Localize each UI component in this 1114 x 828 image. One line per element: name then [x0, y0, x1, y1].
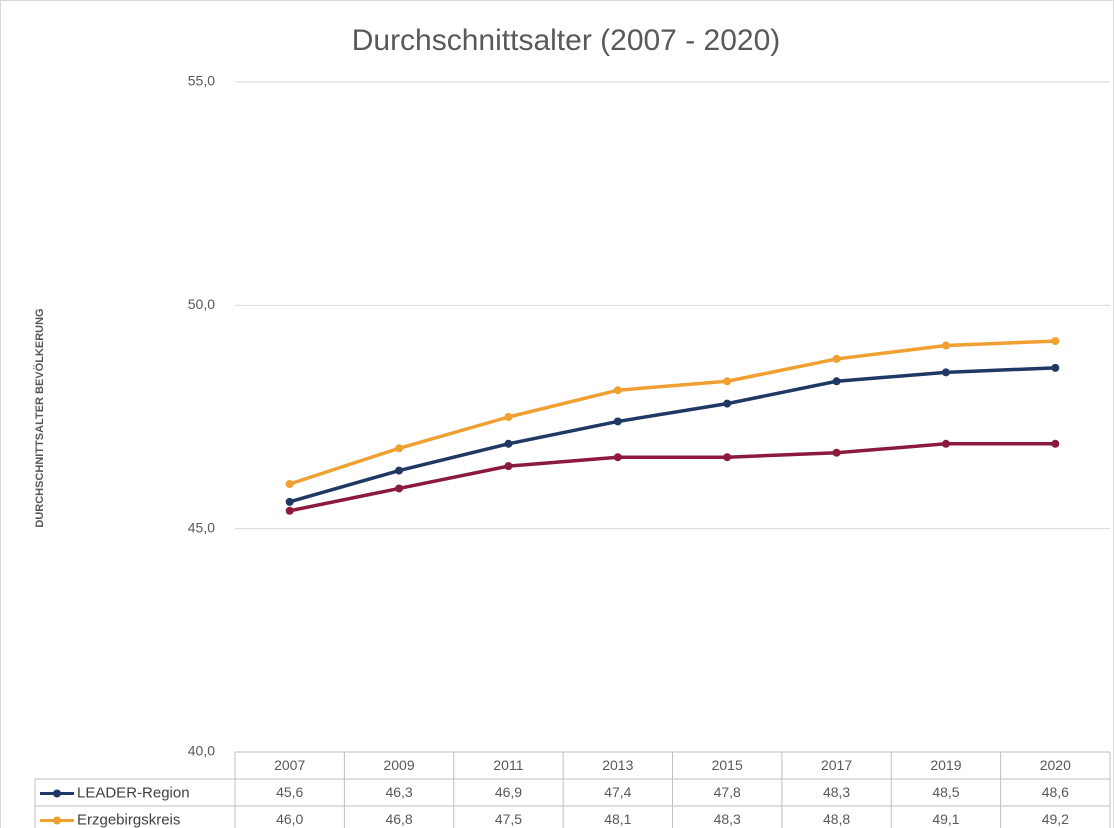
- x-tick-label: 2020: [1040, 757, 1071, 773]
- series-marker: [723, 377, 732, 386]
- series-marker: [395, 466, 404, 475]
- series-marker: [723, 453, 732, 462]
- data-label: 49,1: [932, 811, 959, 827]
- series-marker: [832, 377, 841, 386]
- legend-marker: [53, 816, 61, 825]
- series-marker: [1051, 337, 1060, 346]
- x-tick-label: 2017: [821, 757, 852, 773]
- series-marker: [395, 444, 404, 453]
- data-label: 49,2: [1042, 811, 1069, 827]
- data-label: 48,8: [823, 811, 850, 827]
- y-tick-label: 55,0: [188, 73, 215, 89]
- series-marker: [1051, 439, 1060, 448]
- data-label: 46,0: [276, 811, 303, 827]
- data-label: 47,4: [604, 784, 631, 800]
- data-label: 46,9: [495, 784, 522, 800]
- data-label: 48,1: [604, 811, 631, 827]
- data-label: 46,3: [385, 784, 412, 800]
- series-marker: [613, 417, 622, 426]
- data-label: 45,6: [276, 784, 303, 800]
- x-tick-label: 2009: [383, 757, 414, 773]
- series-marker: [613, 386, 622, 395]
- y-tick-label: 50,0: [188, 296, 215, 312]
- x-tick-label: 2015: [712, 757, 743, 773]
- data-label: 47,5: [495, 811, 522, 827]
- series-line: [289, 366, 1056, 504]
- x-tick-label: 2019: [930, 757, 961, 773]
- legend-label: Erzgebirgskreis: [77, 811, 180, 828]
- data-label: 48,6: [1042, 784, 1069, 800]
- legend-label: LEADER-Region: [77, 784, 190, 801]
- data-label: 48,5: [932, 784, 959, 800]
- series-marker: [941, 341, 950, 350]
- series-marker: [285, 497, 294, 506]
- data-label: 48,3: [714, 811, 741, 827]
- series-line: [289, 442, 1056, 513]
- series-marker: [613, 453, 622, 462]
- x-tick-label: 2007: [274, 757, 305, 773]
- series-marker: [504, 439, 513, 448]
- series-marker: [395, 484, 404, 493]
- series-marker: [941, 368, 950, 377]
- series-marker: [504, 462, 513, 471]
- series-marker: [504, 413, 513, 421]
- series-marker: [1051, 363, 1060, 372]
- series-marker: [832, 448, 841, 457]
- chart-title: Durchschnittsalter (2007 - 2020): [352, 24, 781, 57]
- x-tick-label: 2013: [602, 757, 633, 773]
- series-marker: [723, 399, 732, 408]
- y-tick-label: 45,0: [188, 519, 215, 535]
- series-line: [289, 339, 1056, 486]
- series-marker: [832, 354, 841, 363]
- legend-marker: [53, 789, 61, 798]
- y-tick-label: 40,0: [188, 743, 215, 759]
- series-marker: [285, 506, 294, 515]
- series-marker: [941, 439, 950, 448]
- data-label: 47,8: [714, 784, 741, 800]
- x-tick-label: 2011: [493, 757, 523, 773]
- series-marker: [285, 480, 294, 488]
- data-label: 46,8: [385, 811, 412, 827]
- data-label: 48,3: [823, 784, 850, 800]
- y-axis-label: DURCHSCHNITTSALTER BEVÖLKERUNG: [33, 308, 46, 527]
